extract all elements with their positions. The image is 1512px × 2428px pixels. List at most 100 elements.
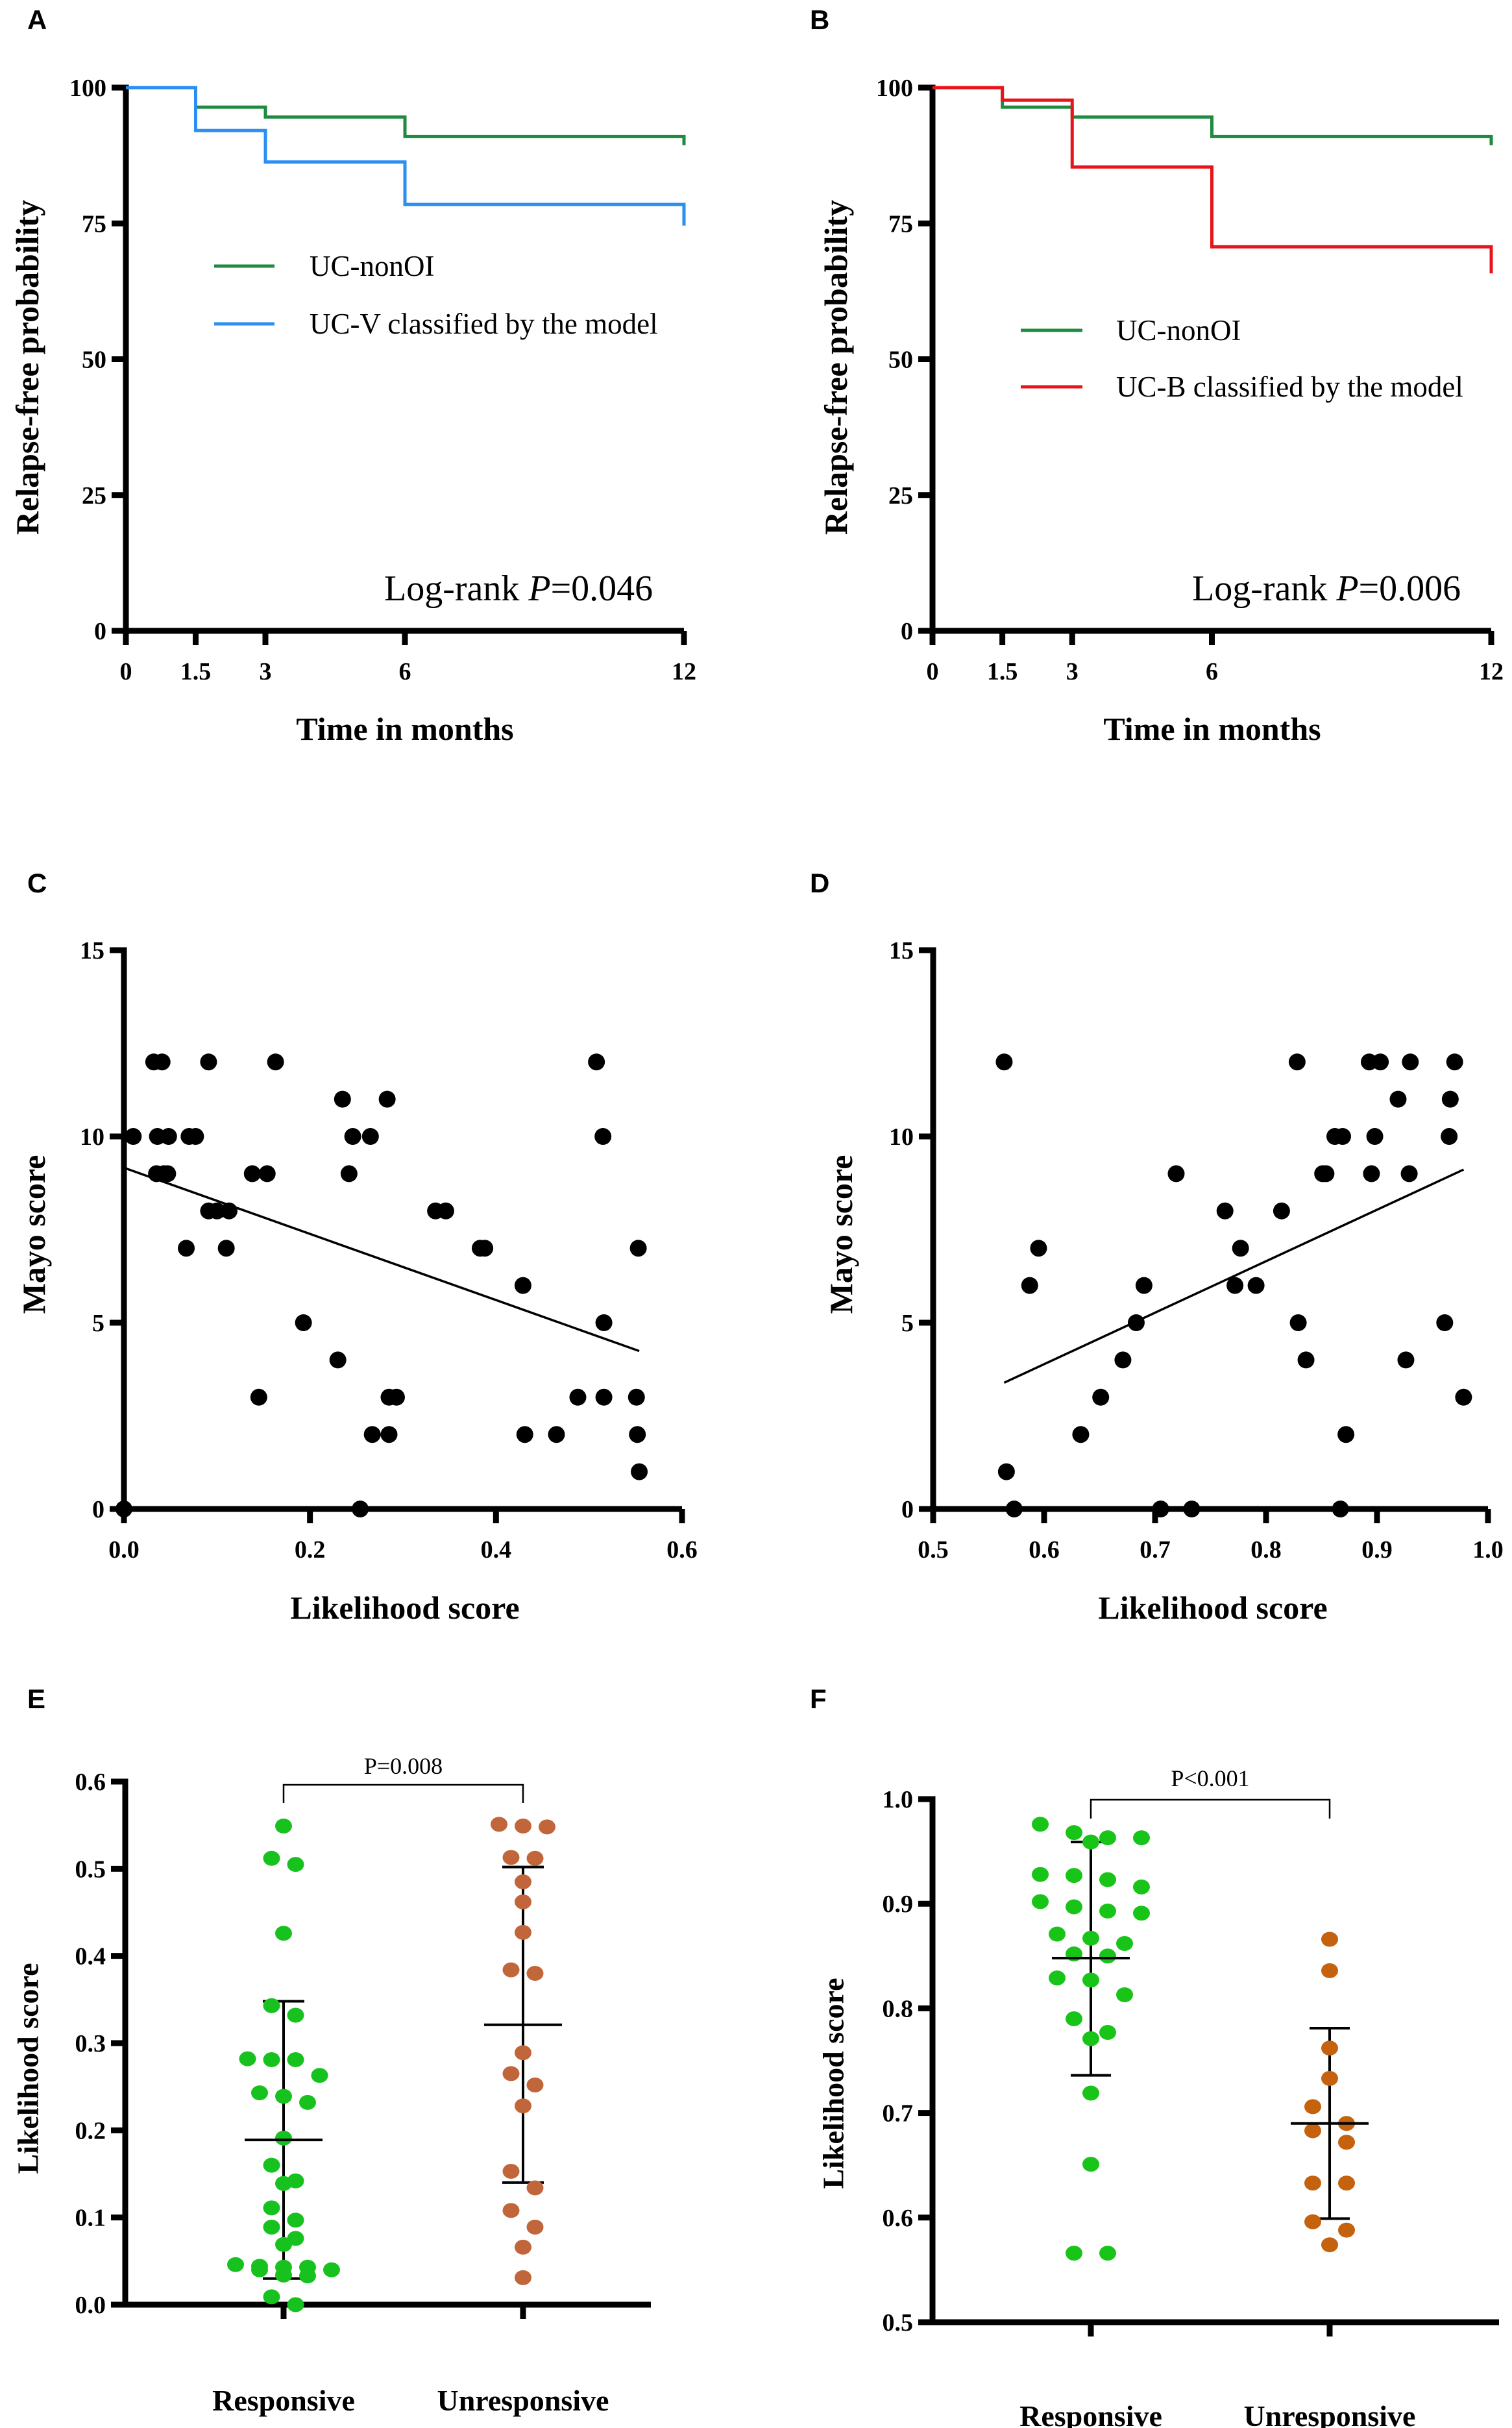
y-tick-label: 10 <box>889 1123 914 1151</box>
data-point <box>995 1053 1013 1071</box>
data-point <box>1304 2176 1321 2191</box>
data-point <box>1082 1972 1099 1988</box>
log-rank-annotation: Log-rank P=0.006 <box>1192 569 1461 609</box>
category-label: Responsive <box>212 2384 355 2417</box>
data-point <box>1072 1426 1090 1443</box>
data-point <box>1133 1906 1150 1921</box>
data-point <box>1332 1501 1349 1517</box>
y-tick-label: 25 <box>888 482 913 509</box>
data-point <box>1066 1868 1082 1883</box>
significance-bracket <box>282 1784 524 1803</box>
x-tick-label: 12 <box>672 658 696 685</box>
data-point <box>287 2213 304 2228</box>
data-point <box>1133 1879 1150 1895</box>
y-tick-label: 0.8 <box>883 1995 914 2022</box>
y-tick-label: 5 <box>901 1310 914 1337</box>
x-tick-label: 0.7 <box>1140 1536 1171 1563</box>
data-point <box>594 1128 612 1145</box>
data-point <box>1066 2011 1082 2027</box>
x-tick-label: 0.4 <box>481 1536 512 1563</box>
x-tick-label: 1.5 <box>180 658 212 685</box>
data-point <box>1446 1053 1463 1071</box>
data-point <box>380 1426 398 1443</box>
data-point <box>258 1165 276 1183</box>
data-point <box>1304 2123 1321 2139</box>
panel-letter: A <box>27 5 47 35</box>
data-point <box>275 1926 292 1941</box>
data-point <box>200 1053 217 1071</box>
data-point <box>515 1924 531 1940</box>
data-point <box>251 2085 268 2101</box>
x-axis-title: Time in months <box>296 711 513 747</box>
data-point <box>1099 1948 1116 1964</box>
data-point <box>275 2176 292 2191</box>
x-tick-label: 6 <box>399 658 411 685</box>
data-point <box>275 2267 292 2283</box>
legend-label: UC-V classified by the model <box>310 308 658 340</box>
data-point <box>1366 1128 1384 1145</box>
data-point <box>344 1128 361 1145</box>
data-point <box>287 2007 304 2023</box>
data-point <box>263 1850 280 1866</box>
data-point <box>1455 1388 1472 1406</box>
y-tick-label: 0.5 <box>883 2309 914 2336</box>
data-point <box>1338 2135 1355 2150</box>
data-point <box>299 2094 316 2110</box>
data-point <box>437 1202 454 1220</box>
data-point <box>1082 2085 1099 2101</box>
data-point <box>1082 2031 1099 2046</box>
legend-label: UC-nonOI <box>310 250 434 282</box>
y-axis-title: Likelihood score <box>12 1963 45 2174</box>
y-tick-label: 75 <box>82 210 106 238</box>
y-tick-label: 0.5 <box>75 1856 106 1883</box>
x-tick-label: 0.9 <box>1361 1536 1393 1563</box>
data-point <box>1032 1894 1049 1909</box>
data-point <box>352 1501 369 1517</box>
data-point <box>220 1202 238 1220</box>
x-tick-label: 0.5 <box>918 1536 949 1563</box>
data-point <box>1334 1128 1351 1145</box>
data-point <box>1032 1867 1049 1882</box>
annotation-p: P <box>1335 569 1358 609</box>
y-axis-title: Relapse-free probability <box>9 200 45 535</box>
x-axis-title: Likelihood score <box>1098 1589 1327 1626</box>
data-point <box>334 1090 351 1108</box>
data-point <box>125 1128 142 1145</box>
data-point <box>1441 1090 1459 1108</box>
data-point <box>502 2066 520 2081</box>
p-value-label: P<0.001 <box>1171 1765 1249 1791</box>
data-point <box>378 1090 396 1108</box>
y-tick-label: 100 <box>876 75 913 102</box>
data-point <box>1099 1903 1116 1919</box>
data-point <box>263 2200 280 2216</box>
data-point <box>1152 1501 1169 1517</box>
data-point <box>267 1053 284 1071</box>
data-point <box>1402 1053 1419 1071</box>
y-tick-label: 15 <box>889 937 914 964</box>
annotation-value: =0.046 <box>551 569 653 609</box>
data-point <box>275 1819 292 1834</box>
x-tick-label: 0.0 <box>108 1536 140 1563</box>
data-point <box>227 2257 244 2272</box>
y-tick-label: 25 <box>82 482 106 509</box>
data-point <box>1321 1931 1338 1947</box>
data-point <box>515 2045 531 2061</box>
data-point <box>1216 1202 1234 1220</box>
y-tick-label: 5 <box>92 1310 104 1337</box>
data-point <box>1066 2246 1082 2261</box>
data-point <box>502 2203 520 2218</box>
panel-d: D 0 5 10 15 Mayo score 0.5 0.6 0.7 0.8 0.9 1.0 Likel… <box>810 868 1504 1626</box>
data-point <box>515 2098 531 2114</box>
data-point <box>116 1501 132 1517</box>
data-point <box>1288 1053 1306 1071</box>
data-point <box>526 2180 544 2196</box>
y-tick-label: 1.0 <box>883 1786 914 1813</box>
data-point <box>569 1388 587 1406</box>
data-point <box>263 2052 280 2068</box>
annotation-p: P <box>528 569 550 609</box>
data-point <box>1232 1240 1249 1257</box>
data-point <box>1321 2070 1338 2086</box>
annotation-prefix: Log-rank <box>1192 569 1336 609</box>
data-point <box>1092 1388 1110 1406</box>
